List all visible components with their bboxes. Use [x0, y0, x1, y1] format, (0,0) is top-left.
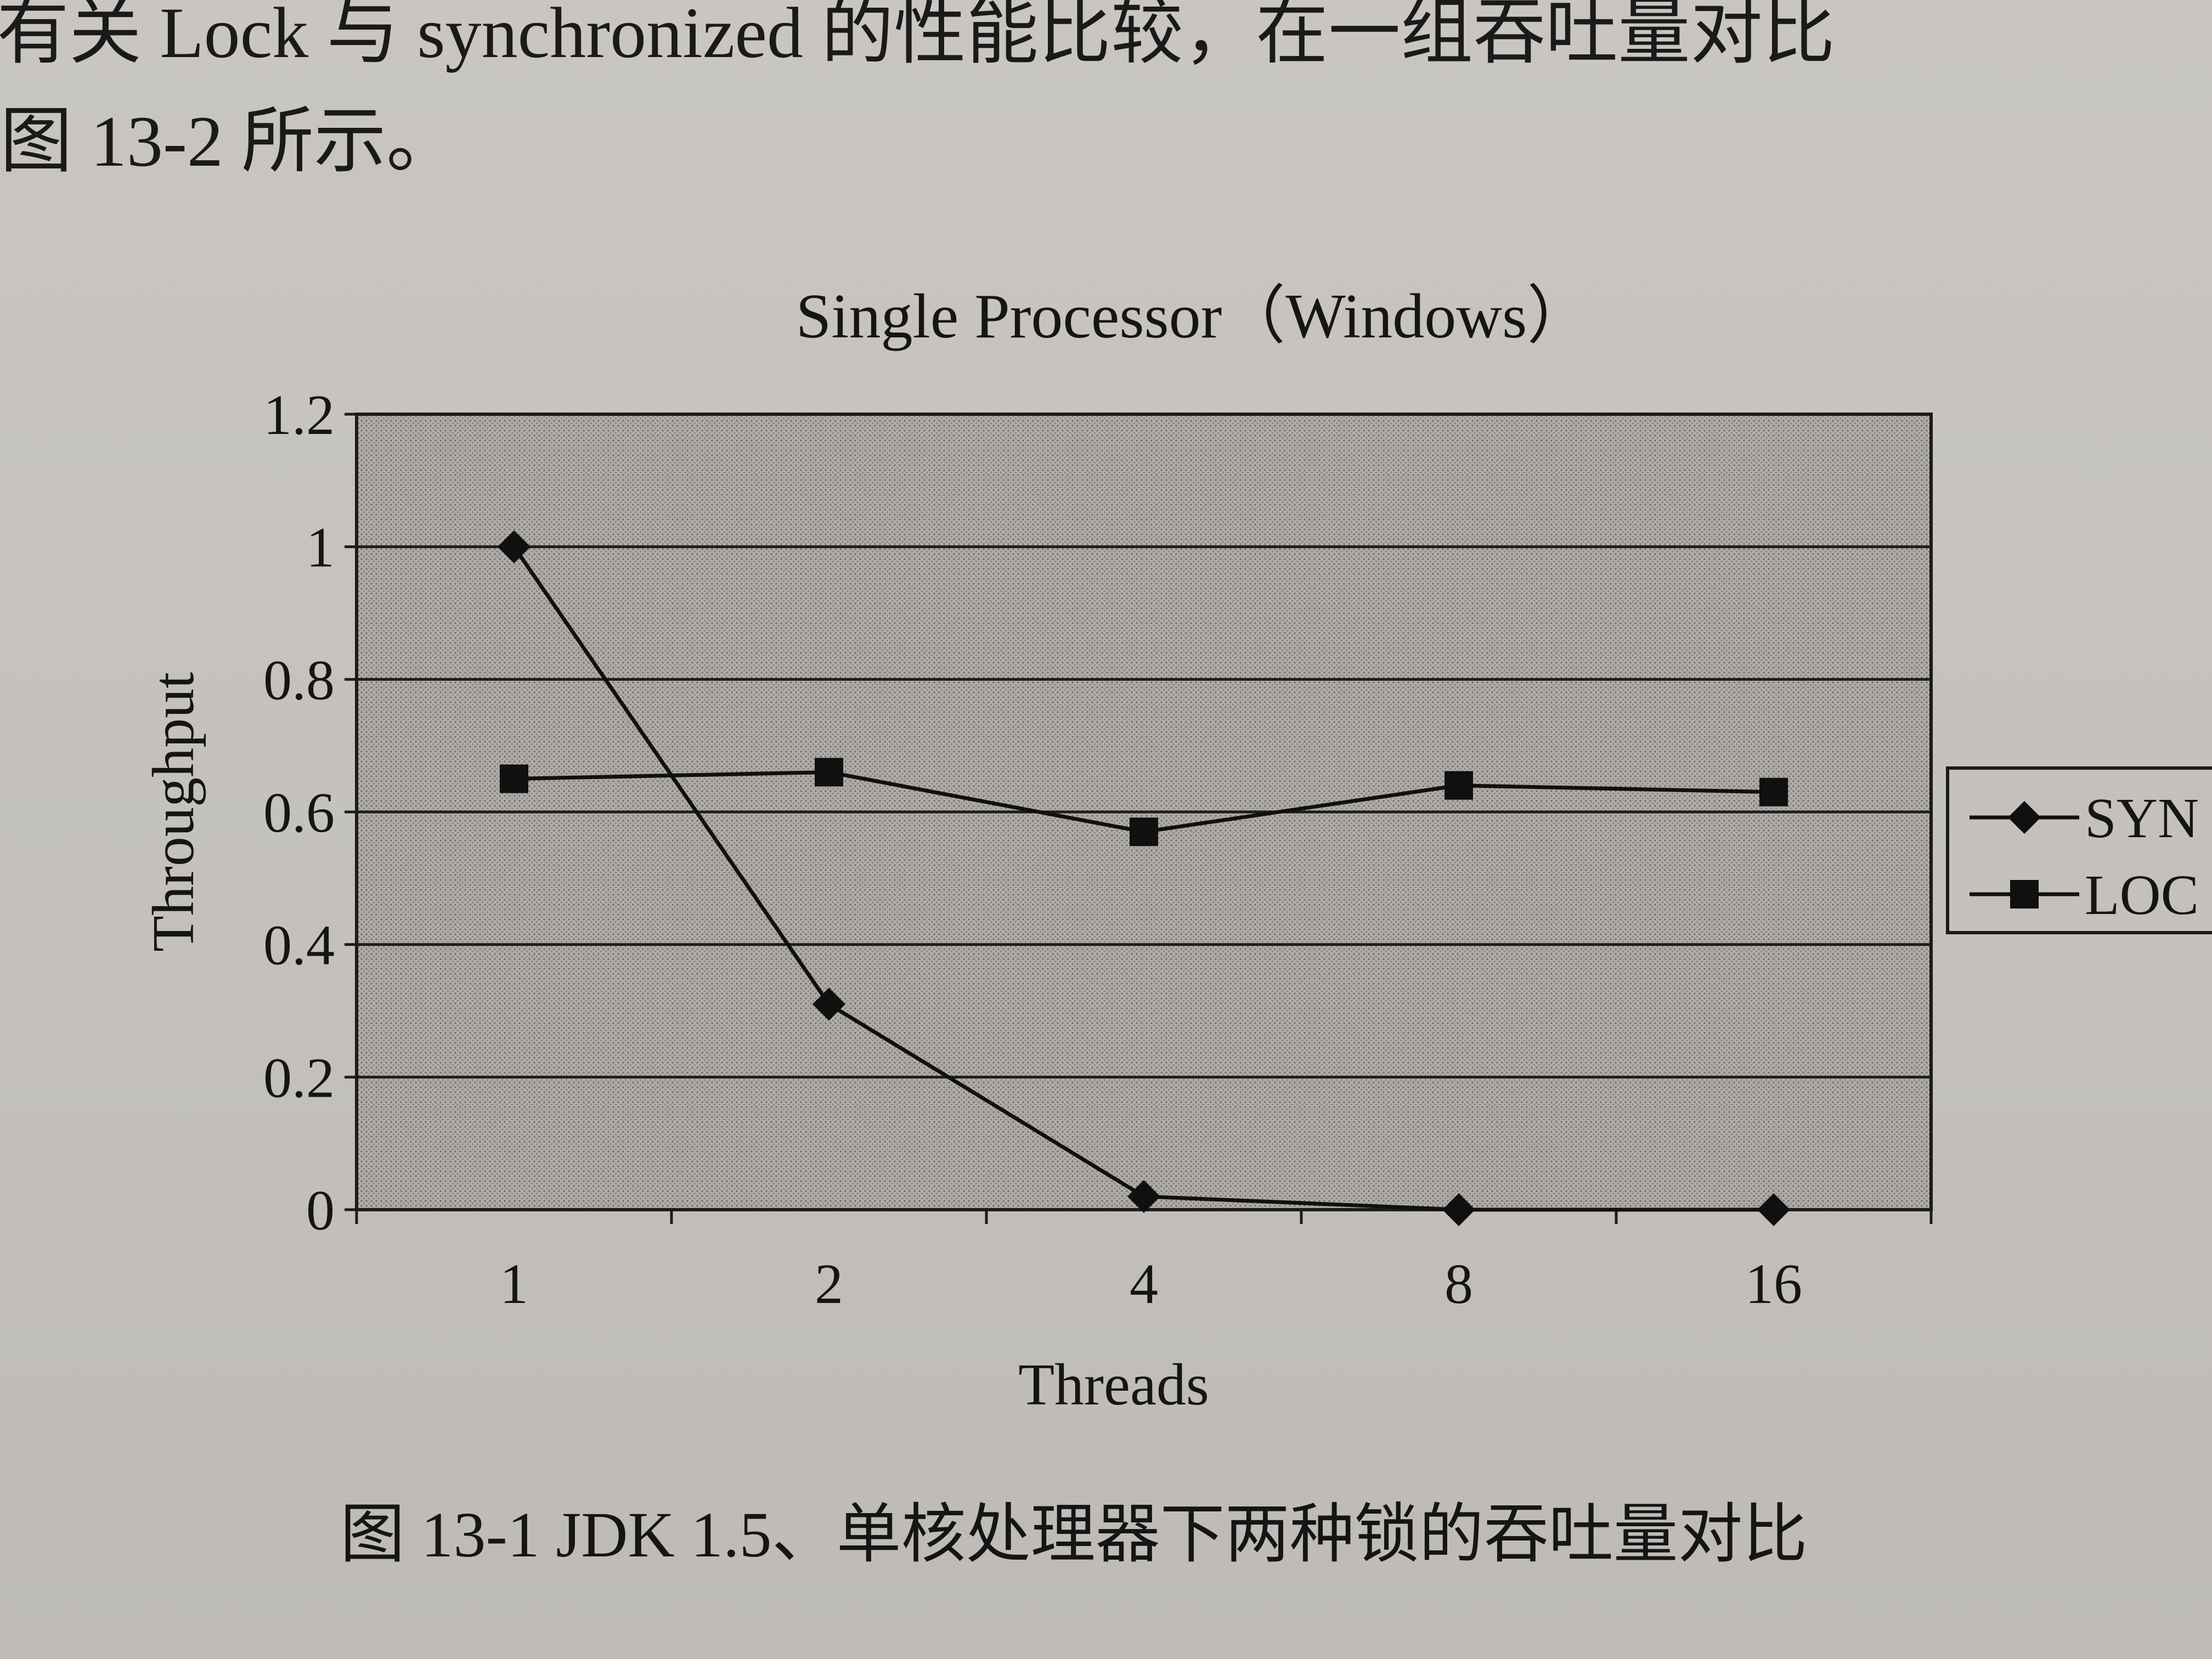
y-axis-label: Throughput — [141, 672, 206, 952]
legend-marker — [2010, 880, 2039, 909]
x-tick-label: 1 — [500, 1252, 528, 1316]
series-lines — [498, 530, 1790, 1226]
y-tick-label: 1.2 — [263, 383, 335, 447]
gridlines — [357, 545, 1931, 1079]
data-point — [1130, 817, 1158, 847]
x-axis: 1 2 4 8 16 — [355, 1208, 1933, 1316]
y-tick-label: 0.6 — [263, 781, 335, 844]
chart-title: Single Processor（Windows） — [796, 281, 1590, 352]
y-tick-label: 0.8 — [263, 648, 335, 712]
y-tick-label: 1 — [306, 516, 335, 579]
legend-label: SYN — [2085, 787, 2199, 850]
data-point — [498, 530, 531, 563]
data-point — [1444, 771, 1473, 800]
data-point — [1757, 1193, 1790, 1226]
x-tick-label: 4 — [1130, 1252, 1158, 1316]
legend-entry-loc: LOC — [1970, 864, 2199, 927]
figure-caption: 图 13-1 JDK 1.5、单核处理器下两种锁的吞吐量对比 — [340, 1499, 1808, 1571]
data-point — [1127, 1180, 1160, 1213]
y-tick-label: 0 — [306, 1179, 335, 1242]
legend-label: LOC — [2085, 864, 2199, 927]
page-text-figure-reference: 图 13-2 所示。 — [0, 101, 459, 182]
page-text-top-line: 有关 Lock 与 synchronized 的性能比较，在一组吞吐量对比 — [0, 0, 1835, 73]
series-syn — [498, 530, 1790, 1226]
y-axis: 0 0.2 0.4 0.6 0.8 1 1.2 — [263, 383, 358, 1242]
legend-entry-syn: SYN — [1970, 787, 2199, 850]
data-point — [1759, 777, 1788, 806]
y-tick-label: 0.4 — [263, 914, 335, 977]
legend-marker — [2008, 801, 2041, 834]
x-axis-label: Threads — [1018, 1352, 1209, 1418]
data-point — [812, 988, 845, 1021]
series-loc — [500, 758, 1788, 847]
data-point — [1442, 1193, 1475, 1226]
y-tick-label: 0.2 — [263, 1046, 335, 1109]
data-point — [500, 764, 528, 793]
x-tick-label: 16 — [1745, 1252, 1802, 1316]
data-point — [815, 758, 843, 787]
x-tick-label: 8 — [1444, 1252, 1473, 1316]
x-tick-label: 2 — [815, 1252, 843, 1316]
legend-box — [1946, 766, 2212, 934]
legend: SYN LOC — [1946, 766, 2212, 934]
